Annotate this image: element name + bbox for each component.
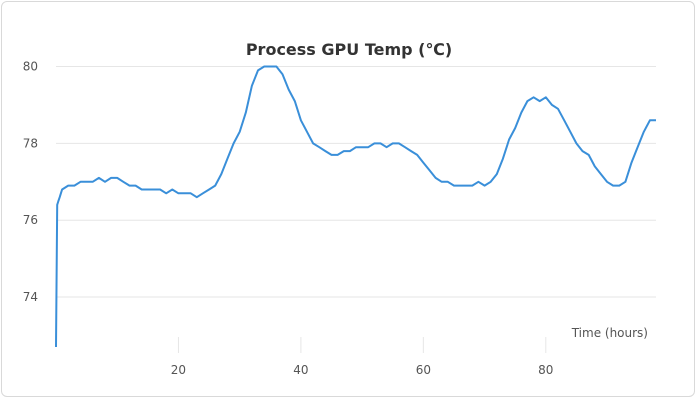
y-axis: 74 76 78 80 — [23, 60, 38, 305]
series-line-0 — [55, 65, 656, 348]
x-axis: 20 40 60 80 — [171, 337, 553, 377]
chart-title: Process GPU Temp (℃) — [246, 40, 452, 59]
x-tick-label: 60 — [416, 363, 431, 377]
y-tick-label: 80 — [23, 60, 38, 74]
x-axis-label: Time (hours) — [571, 326, 648, 340]
series-layer — [55, 65, 656, 348]
grid-layer — [56, 66, 656, 298]
x-tick-label: 40 — [293, 363, 308, 377]
x-tick-label: 20 — [171, 363, 186, 377]
y-tick-label: 78 — [23, 136, 38, 150]
x-tick-label: 80 — [538, 363, 553, 377]
y-tick-label: 76 — [23, 213, 38, 227]
y-tick-label: 74 — [23, 290, 38, 304]
